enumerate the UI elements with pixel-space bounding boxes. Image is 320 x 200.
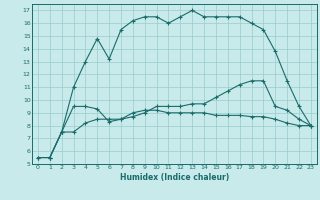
X-axis label: Humidex (Indice chaleur): Humidex (Indice chaleur) [120,173,229,182]
